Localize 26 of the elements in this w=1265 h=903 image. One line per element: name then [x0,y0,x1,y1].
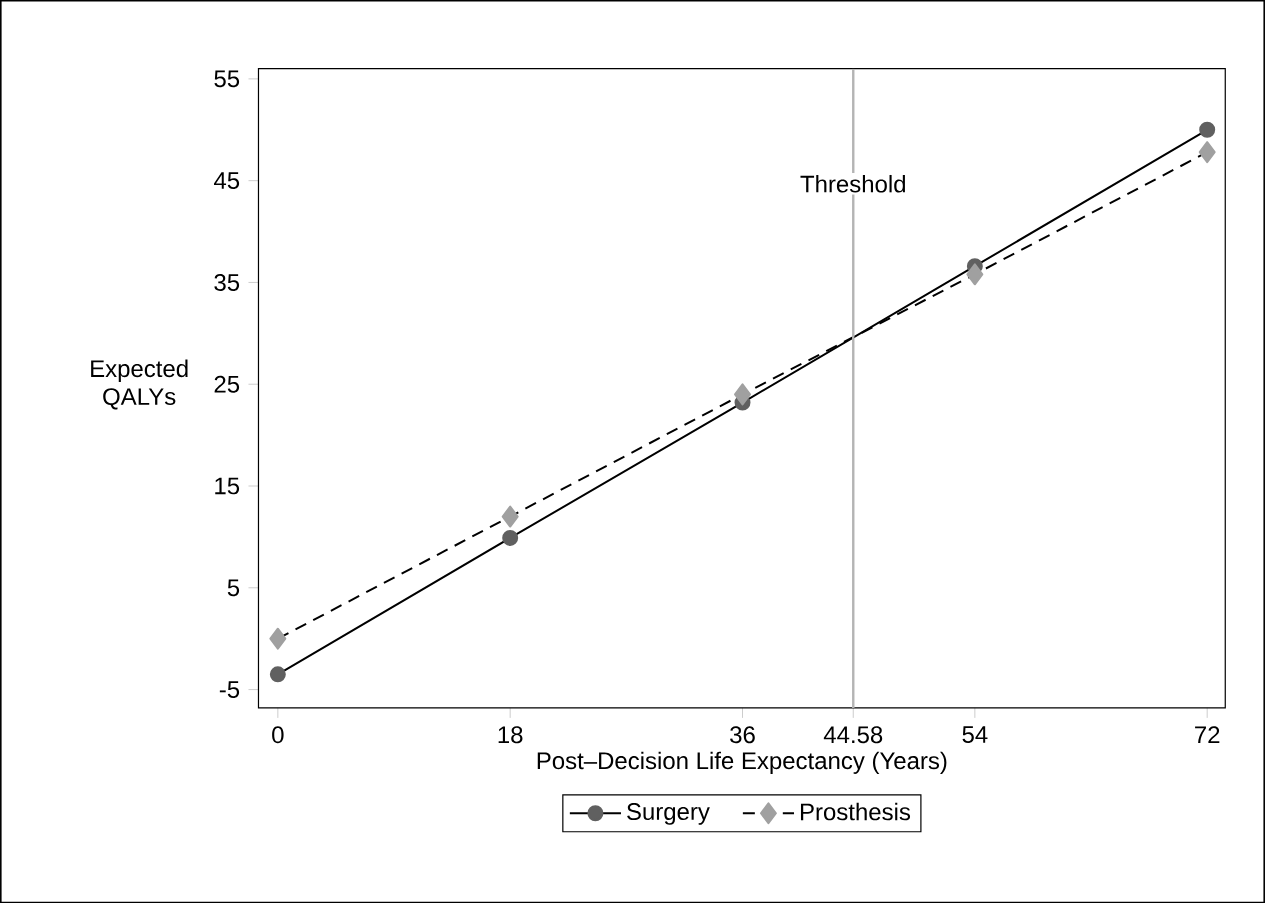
point [1198,140,1216,163]
legend-label: Prosthesis [800,802,911,821]
ref-line-label: Threshold [800,174,905,193]
legend-label: Surgery [627,802,710,825]
point [734,383,752,406]
point [269,627,287,650]
y-tick-label: 55 [214,70,240,88]
x-tick-label: 54 [962,726,988,743]
point [502,529,519,546]
point [269,666,286,683]
x-tick-label: 36 [730,726,755,744]
y-tick-label: -5 [219,681,240,698]
point [1199,121,1216,138]
y-tick-label: 35 [214,273,240,291]
y-tick-label: 5 [227,579,240,596]
x-tick-label: 44.58 [823,726,883,744]
y-tick-label: 25 [214,375,240,393]
x-tick-label: 18 [498,726,523,744]
point [501,505,519,528]
y-tick-label: 45 [214,172,240,189]
y-tick-label: 15 [215,477,240,495]
y-axis-title: Expected QALYs [91,359,188,410]
x-tick-label: 0 [272,726,284,744]
point [966,263,984,286]
x-axis-title: Post–Decision Life Expectancy (Years) [537,751,947,774]
x-tick-label: 72 [1195,726,1220,743]
